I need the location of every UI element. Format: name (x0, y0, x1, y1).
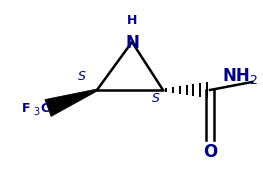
Text: N: N (125, 34, 139, 52)
Text: H: H (127, 13, 137, 26)
Text: O: O (203, 143, 217, 161)
Text: S: S (78, 70, 86, 83)
Text: F: F (22, 102, 31, 115)
Text: C: C (40, 102, 49, 115)
Text: S: S (152, 92, 160, 104)
Text: 2: 2 (249, 74, 257, 86)
Text: NH: NH (222, 67, 250, 85)
Polygon shape (45, 89, 97, 116)
Text: 3: 3 (33, 107, 39, 117)
